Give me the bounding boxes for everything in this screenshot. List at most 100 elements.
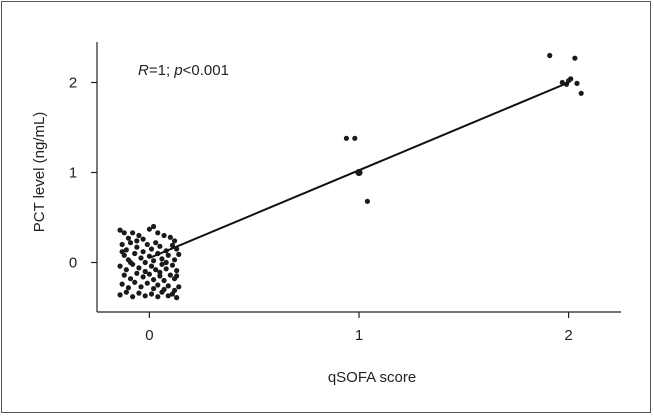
- data-point: [176, 251, 182, 257]
- data-point: [146, 271, 152, 277]
- data-point: [165, 293, 171, 299]
- y-tick-label: 1: [69, 165, 77, 182]
- y-axis-title: PCT level (ng/mL): [31, 112, 48, 233]
- data-point: [144, 280, 150, 286]
- data-point: [157, 273, 163, 279]
- data-point: [125, 235, 132, 241]
- data-point: [117, 263, 123, 269]
- x-ticks: 0 1 2: [145, 312, 573, 344]
- data-point: [161, 232, 167, 239]
- y-tick-label: 0: [69, 255, 77, 272]
- data-point: [127, 259, 134, 266]
- data-point: [136, 290, 142, 296]
- mean-point: [355, 168, 363, 177]
- data-point: [123, 289, 129, 295]
- y-ticks: 0 1 2: [69, 75, 97, 272]
- data-point: [138, 284, 144, 290]
- data-point: [169, 262, 176, 268]
- data-point: [134, 270, 140, 276]
- data-point: [148, 263, 155, 269]
- p-value: <0.001: [183, 62, 229, 79]
- data-point: [142, 259, 148, 266]
- data-point: [169, 242, 176, 248]
- data-point: [150, 223, 157, 230]
- data-point: [134, 244, 140, 250]
- data-points: [117, 52, 584, 301]
- data-point: [130, 230, 136, 236]
- data-point: [121, 272, 127, 278]
- x-tick-label: 0: [145, 327, 153, 344]
- data-point: [174, 273, 180, 279]
- data-point: [146, 226, 152, 232]
- data-point: [167, 272, 173, 278]
- x-axis-title: qSOFA score: [328, 369, 416, 386]
- data-point: [167, 234, 173, 240]
- data-point: [161, 277, 167, 284]
- data-point: [165, 252, 171, 258]
- data-point: [155, 230, 161, 236]
- data-point: [117, 227, 123, 233]
- data-point: [153, 240, 159, 246]
- data-point: [547, 52, 553, 59]
- data-point: [176, 284, 182, 290]
- data-point: [142, 268, 148, 275]
- data-point: [117, 292, 123, 298]
- data-point: [150, 258, 157, 264]
- data-point: [140, 274, 146, 280]
- data-point: [119, 281, 125, 287]
- data-point: [364, 198, 370, 204]
- data-point: [165, 283, 171, 289]
- data-point: [123, 267, 129, 273]
- r-value: =1;: [149, 62, 174, 79]
- data-point: [159, 289, 165, 295]
- data-point: [142, 293, 148, 299]
- x-tick-label: 2: [564, 327, 572, 344]
- data-point: [138, 255, 144, 261]
- data-point: [163, 266, 169, 272]
- data-point: [123, 247, 129, 253]
- data-point: [127, 240, 134, 246]
- data-point: [150, 277, 157, 283]
- data-point: [155, 294, 161, 300]
- data-point: [130, 294, 136, 300]
- y-tick-label: 2: [69, 75, 77, 92]
- data-point: [343, 135, 350, 141]
- data-point: [150, 286, 157, 292]
- data-point: [157, 269, 163, 275]
- data-point: [144, 241, 150, 248]
- data-point: [132, 250, 138, 257]
- data-point: [578, 90, 584, 96]
- correlation-annotation: R=1; p<0.001: [138, 62, 229, 79]
- data-point: [148, 246, 155, 252]
- data-point: [140, 236, 146, 242]
- data-point: [121, 230, 127, 236]
- data-point: [134, 238, 140, 244]
- data-point: [174, 268, 180, 274]
- data-point: [171, 238, 178, 244]
- r-symbol: R: [138, 62, 149, 79]
- data-point: [119, 241, 125, 248]
- mean-points: [355, 168, 363, 177]
- data-point: [572, 55, 578, 61]
- data-point: [153, 267, 159, 273]
- data-point: [136, 232, 142, 239]
- data-point: [132, 279, 138, 285]
- data-point: [125, 285, 132, 291]
- data-point: [163, 259, 169, 266]
- data-point: [171, 257, 178, 263]
- p-symbol: p: [173, 62, 182, 79]
- x-tick-label: 1: [355, 327, 363, 344]
- data-point: [140, 249, 146, 255]
- data-point: [157, 243, 163, 249]
- data-point: [119, 249, 125, 255]
- data-point: [352, 135, 358, 141]
- data-point: [159, 261, 165, 267]
- data-point: [574, 80, 580, 86]
- data-point: [155, 282, 161, 288]
- data-point: [159, 256, 165, 262]
- data-point: [127, 276, 134, 282]
- data-point: [169, 291, 176, 297]
- data-point: [148, 291, 155, 297]
